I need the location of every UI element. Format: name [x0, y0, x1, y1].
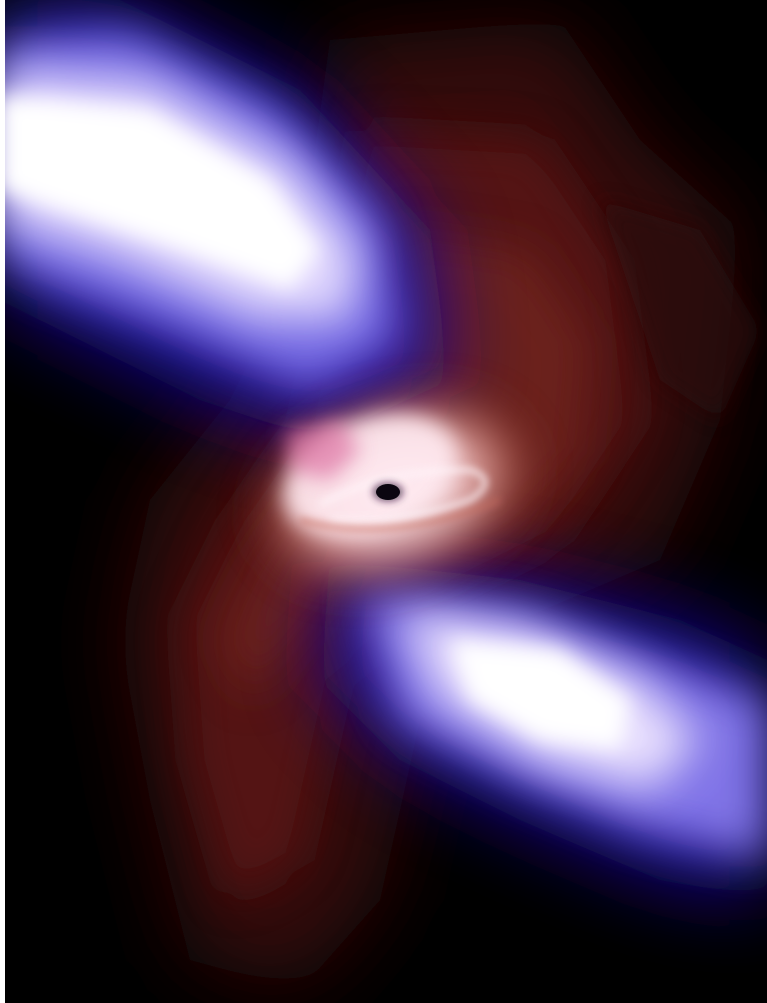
- jet-upper-left: [0, 0, 450, 440]
- black-hole: [373, 483, 403, 501]
- jet-lower-right: [320, 560, 767, 900]
- image-border: [0, 0, 5, 1003]
